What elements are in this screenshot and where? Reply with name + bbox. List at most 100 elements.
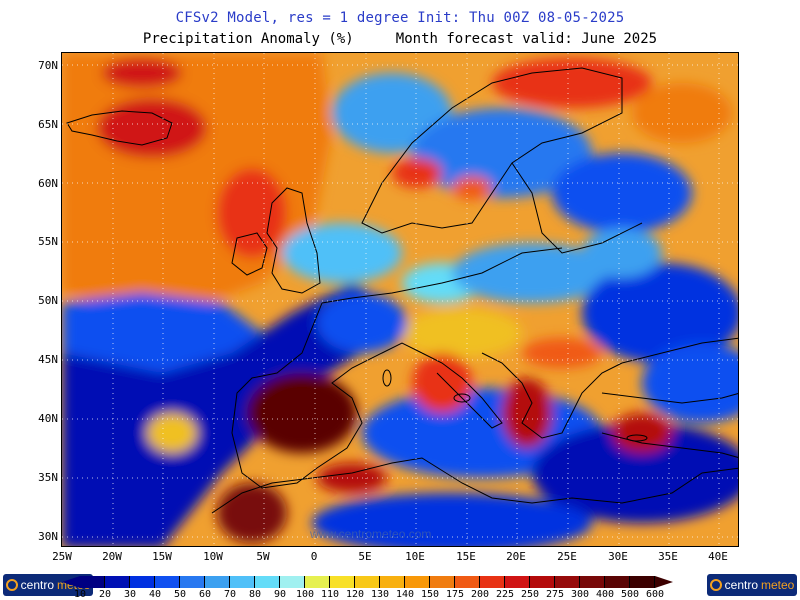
title-line-2: Precipitation Anomaly (%) Month forecast…	[142, 31, 658, 47]
lon-label-5w: 5W	[256, 550, 270, 563]
lon-label-40e: 40E	[708, 550, 728, 563]
coast-balkans-greece	[481, 352, 623, 439]
colorbar-cell	[380, 576, 405, 588]
logo-ring-icon	[5, 579, 18, 591]
colorbar-label: 175	[445, 589, 465, 600]
colorbar-cell	[305, 576, 330, 588]
field-black-sea	[642, 343, 738, 423]
field-greenland-sea	[102, 58, 182, 88]
colorbar-arrow-right	[655, 576, 673, 588]
coast-sardinia	[382, 369, 392, 387]
coastlines	[66, 67, 738, 514]
coast-scandinavia	[361, 67, 623, 234]
lon-label-30e: 30E	[608, 550, 628, 563]
colorbar-label: 275	[545, 589, 565, 600]
colorbar-label: 40	[148, 589, 162, 600]
colorbar-cell	[105, 576, 130, 588]
colorbar-cell	[605, 576, 630, 588]
colorbar-cell	[580, 576, 605, 588]
colorbar-cell	[155, 576, 180, 588]
field-morocco-wet	[217, 483, 287, 543]
colorbar-cell	[130, 576, 155, 588]
colorbar-label: 80	[248, 589, 262, 600]
colorbar	[80, 576, 655, 588]
lat-label-50n: 50N	[38, 294, 58, 307]
field-iberia-wet	[247, 373, 357, 453]
coast-baltic	[511, 162, 643, 254]
field-kola-wet	[492, 58, 652, 108]
colorbar-label: 60	[198, 589, 212, 600]
lat-label-60n: 60N	[38, 177, 58, 190]
lon-label-5e: 5E	[358, 550, 372, 563]
colorbar-label: 200	[470, 589, 490, 600]
field-belarus	[582, 228, 662, 278]
field-finland-dry	[552, 153, 692, 233]
field-norway-wet	[392, 158, 442, 188]
field-atlantic-south	[62, 283, 392, 546]
field-alps-north	[402, 308, 522, 358]
colorbar-arrow-left	[62, 576, 80, 588]
colorbar-cell	[355, 576, 380, 588]
colorbar-label: 150	[420, 589, 440, 600]
colorbar-label: 120	[345, 589, 365, 600]
colorbar-cell	[255, 576, 280, 588]
lon-label-25e: 25E	[557, 550, 577, 563]
colorbar-cell	[455, 576, 480, 588]
coast-ireland	[231, 232, 268, 276]
colorbar-label: 100	[295, 589, 315, 600]
colorbar-label: 500	[620, 589, 640, 600]
field-balkans-wet	[522, 338, 602, 368]
colorbar-cell	[505, 576, 530, 588]
field-scandinavia-dry	[412, 108, 592, 198]
colorbar-cell	[555, 576, 580, 588]
colorbar-label: 130	[370, 589, 390, 600]
colorbar-cell	[180, 576, 205, 588]
lon-label-20e: 20E	[506, 550, 526, 563]
field-turkey-wet	[612, 413, 672, 453]
lat-label-65n: 65N	[38, 118, 58, 131]
logo-right-text: centro	[724, 578, 758, 592]
logo-right-accent: meteo	[761, 578, 795, 592]
colorbar-label: 70	[223, 589, 237, 600]
graticule	[62, 53, 738, 546]
colorbar-cell	[205, 576, 230, 588]
coast-sicily	[453, 393, 471, 403]
map-field-svg	[62, 53, 738, 546]
colorbar-label: 90	[273, 589, 287, 600]
logo-right: centro meteo	[707, 574, 797, 596]
colorbar-label: 225	[495, 589, 515, 600]
colorbar-label: 20	[98, 589, 112, 600]
lon-label-10w: 10W	[203, 550, 223, 563]
field-ne-atlantic-wet	[217, 168, 287, 258]
coast-iceland	[66, 110, 173, 146]
lat-label-30n: 30N	[38, 530, 58, 543]
lon-label-15e: 15E	[456, 550, 476, 563]
colorbar-cell	[230, 576, 255, 588]
watermark: www.centrometeo.com	[310, 527, 432, 541]
coast-north-europe	[321, 247, 563, 304]
field-azores-wet	[147, 413, 197, 453]
lat-label-45n: 45N	[38, 353, 58, 366]
field-east-med-dry	[532, 423, 738, 523]
colorbar-cell	[430, 576, 455, 588]
colorbar-label: 600	[645, 589, 665, 600]
colorbar-label: 30	[123, 589, 137, 600]
lat-label-55n: 55N	[38, 235, 58, 248]
title-line-1: CFSv2 Model, res = 1 degree Init: Thu 00…	[175, 10, 625, 26]
coast-cyprus	[626, 434, 648, 442]
field-poland-dry	[452, 243, 612, 303]
precipitation-anomaly-map	[61, 52, 739, 547]
lon-label-35e: 35E	[658, 550, 678, 563]
colorbar-cell	[280, 576, 305, 588]
coast-black-sea-north	[621, 337, 738, 364]
colorbar-cell	[530, 576, 555, 588]
coast-north-africa	[211, 457, 738, 514]
coast-black-sea-south	[601, 392, 738, 404]
colorbar-cell	[480, 576, 505, 588]
lon-label-25w: 25W	[52, 550, 72, 563]
field-italy-wet	[412, 353, 472, 413]
lon-label-15w: 15W	[152, 550, 172, 563]
coast-great-britain	[266, 187, 321, 294]
lon-label-10e: 10E	[405, 550, 425, 563]
field-north-russia	[632, 83, 732, 143]
